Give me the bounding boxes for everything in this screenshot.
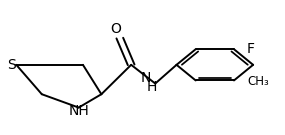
Text: O: O	[110, 22, 121, 36]
Text: F: F	[247, 42, 255, 55]
Text: S: S	[7, 58, 16, 72]
Text: H: H	[147, 80, 157, 94]
Text: N: N	[140, 71, 150, 85]
Text: CH₃: CH₃	[248, 75, 269, 88]
Text: NH: NH	[68, 104, 89, 118]
